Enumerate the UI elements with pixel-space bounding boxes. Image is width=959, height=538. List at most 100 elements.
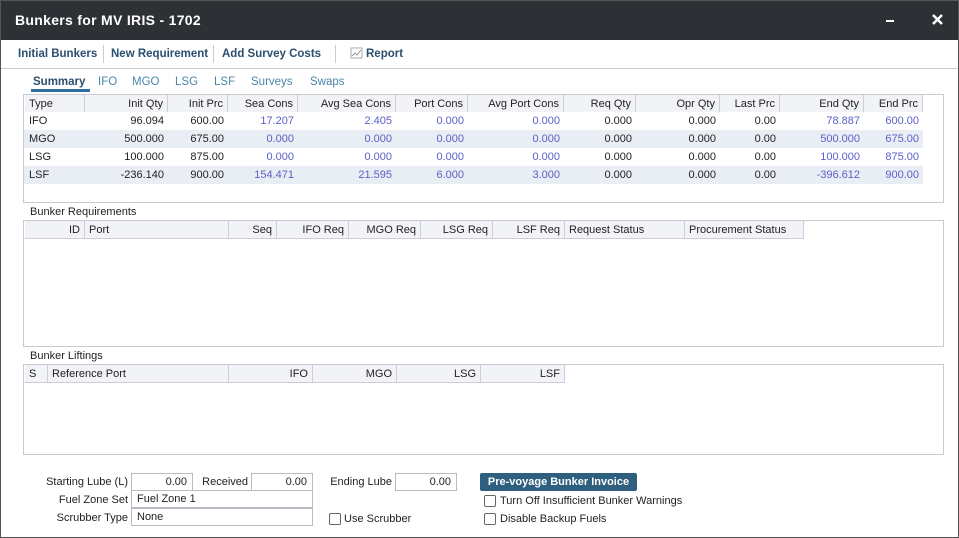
summary-cell: 0.000 <box>436 115 464 127</box>
title-bar <box>0 0 959 40</box>
summary-cell: 0.000 <box>532 115 560 127</box>
report-icon <box>350 47 363 59</box>
summary-cell: 0.000 <box>266 151 294 163</box>
checkbox[interactable] <box>484 495 496 507</box>
summary-cell: 17.207 <box>260 115 294 127</box>
summary-row <box>24 166 923 184</box>
tab[interactable]: IFO <box>98 76 118 88</box>
summary-header: Sea Cons <box>228 95 298 113</box>
summary-header: Type <box>25 95 85 113</box>
tab[interactable]: LSG <box>175 76 199 88</box>
liftings-header: Reference Port <box>48 365 229 383</box>
summary-cell: -396.612 <box>816 169 860 181</box>
summary-cell: 0.000 <box>688 133 716 145</box>
summary-cell: 0.000 <box>532 151 560 163</box>
summary-cell: MGO <box>29 133 56 145</box>
requirements-header: ID <box>25 221 85 239</box>
requirements-header: Request Status <box>565 221 685 239</box>
summary-cell: 0.000 <box>604 169 632 181</box>
field-label: Scrubber Type <box>56 512 128 524</box>
tab[interactable]: Swaps <box>310 76 345 88</box>
liftings-header: LSG <box>397 365 481 383</box>
input-field[interactable]: None <box>131 508 313 526</box>
requirements-header: MGO Req <box>349 221 421 239</box>
invoice-button[interactable]: Pre-voyage Bunker Invoice <box>480 473 637 491</box>
summary-cell: 0.000 <box>688 151 716 163</box>
requirements-header: Port <box>85 221 229 239</box>
field-label: Ending Lube <box>330 476 392 488</box>
input-field[interactable]: 0.00 <box>395 473 457 491</box>
input-field[interactable]: 0.00 <box>251 473 313 491</box>
summary-cell: 0.000 <box>688 115 716 127</box>
summary-header: Last Prc <box>720 95 780 113</box>
summary-header: Init Prc <box>168 95 228 113</box>
summary-cell: 900.00 <box>190 169 224 181</box>
summary-cell: 96.094 <box>130 115 164 127</box>
summary-cell: 100.000 <box>820 151 860 163</box>
summary-cell: 0.000 <box>436 151 464 163</box>
summary-cell: 0.000 <box>604 151 632 163</box>
summary-header: End Qty <box>780 95 864 113</box>
checkbox-label: Disable Backup Fuels <box>500 513 607 525</box>
summary-header: Req Qty <box>564 95 636 113</box>
summary-cell: 0.000 <box>266 133 294 145</box>
checkbox-label: Turn Off Insufficient Bunker Warnings <box>500 495 683 507</box>
section-title: Bunker Requirements <box>30 206 137 218</box>
tab[interactable]: Summary <box>33 76 86 88</box>
tab[interactable]: MGO <box>132 76 160 88</box>
section-title: Bunker Liftings <box>30 350 103 362</box>
window-title: Bunkers for MV IRIS - 1702 <box>15 12 201 28</box>
summary-row <box>24 148 923 166</box>
summary-header: End Prc <box>864 95 923 113</box>
summary-cell: LSG <box>29 151 52 163</box>
summary-cell: 675.00 <box>190 133 224 145</box>
input-field[interactable]: 0.00 <box>131 473 193 491</box>
summary-header: Opr Qty <box>636 95 720 113</box>
summary-cell: 0.000 <box>532 133 560 145</box>
tab[interactable]: LSF <box>214 76 236 88</box>
summary-cell: 21.595 <box>358 169 392 181</box>
liftings-box <box>23 364 944 455</box>
toolbar-divider <box>0 68 959 69</box>
requirements-header: Seq <box>229 221 277 239</box>
toolbar-separator <box>335 45 336 63</box>
requirements-header: IFO Req <box>277 221 349 239</box>
summary-cell: -236.140 <box>120 169 164 181</box>
minimize-button[interactable] <box>884 14 898 28</box>
summary-cell: 875.00 <box>885 151 919 163</box>
summary-header: Init Qty <box>85 95 168 113</box>
summary-cell: 600.00 <box>885 115 919 127</box>
liftings-header: LSF <box>481 365 565 383</box>
summary-cell: 0.000 <box>364 151 392 163</box>
toolbar-item[interactable]: Initial Bunkers <box>18 48 98 60</box>
summary-header: Avg Sea Cons <box>298 95 396 113</box>
summary-cell: LSF <box>29 169 50 181</box>
summary-cell: 100.000 <box>124 151 164 163</box>
toolbar-item[interactable]: Add Survey Costs <box>222 48 322 60</box>
toolbar-item[interactable]: Report <box>366 48 404 60</box>
tab[interactable]: Surveys <box>251 76 293 88</box>
active-tab-indicator <box>31 89 90 92</box>
requirements-box <box>23 220 944 347</box>
field-label: Received <box>202 476 248 488</box>
liftings-header: MGO <box>313 365 397 383</box>
summary-cell: 500.000 <box>820 133 860 145</box>
toolbar-item[interactable]: New Requirement <box>111 48 209 60</box>
field-label: Fuel Zone Set <box>58 494 128 506</box>
liftings-header: S <box>25 365 48 383</box>
close-button[interactable] <box>931 13 945 27</box>
checkbox-label: Use Scrubber <box>344 513 412 525</box>
checkbox[interactable] <box>329 513 341 525</box>
summary-row <box>24 130 923 148</box>
summary-cell: 2.405 <box>364 115 392 127</box>
summary-cell: 675.00 <box>885 133 919 145</box>
input-field[interactable]: Fuel Zone 1 <box>131 490 313 508</box>
requirements-header: LSG Req <box>421 221 493 239</box>
summary-box <box>23 94 944 203</box>
summary-cell: 0.00 <box>754 169 776 181</box>
summary-cell: 0.00 <box>754 115 776 127</box>
checkbox[interactable] <box>484 513 496 525</box>
summary-cell: 78.887 <box>826 115 860 127</box>
toolbar-separator <box>103 45 104 63</box>
